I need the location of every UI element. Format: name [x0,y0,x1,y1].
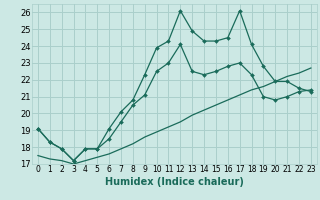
X-axis label: Humidex (Indice chaleur): Humidex (Indice chaleur) [105,177,244,187]
